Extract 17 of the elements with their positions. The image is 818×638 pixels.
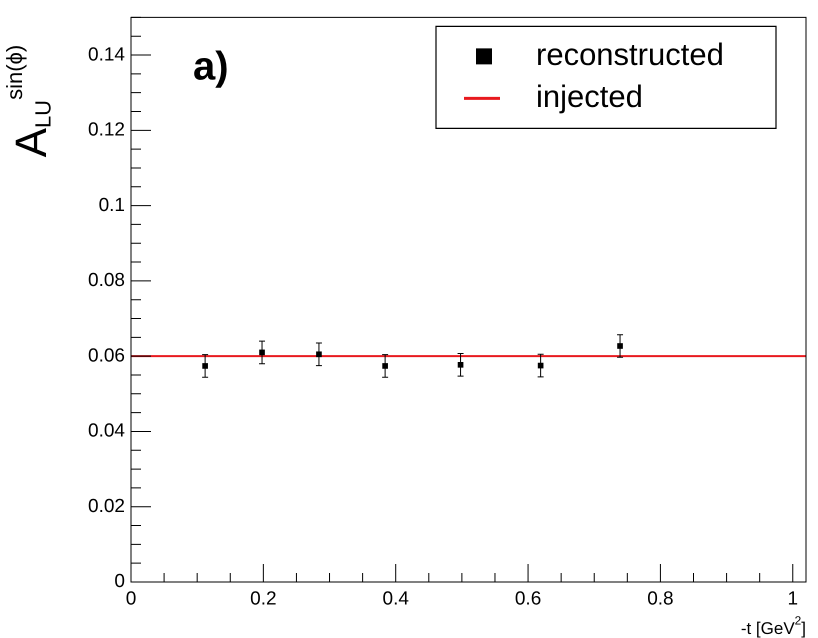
legend-label: reconstructed xyxy=(536,36,724,72)
x-tick-label: 0.8 xyxy=(647,588,674,610)
y-tick-label: 0.04 xyxy=(88,420,126,442)
x-tick-label: 1 xyxy=(787,588,798,610)
y-tick-label: 0.06 xyxy=(88,345,125,366)
y-tick-label: 0.12 xyxy=(88,120,125,141)
y-axis-title: ALUsin(ϕ) xyxy=(2,44,56,158)
x-tick-label: 0.6 xyxy=(514,588,542,610)
y-tick-label: 0 xyxy=(114,571,125,592)
y-tick-label: 0.1 xyxy=(98,194,125,216)
annotation: a) xyxy=(193,44,229,88)
y-tick-label: 0.14 xyxy=(88,44,126,66)
x-tick-label: 0.2 xyxy=(250,588,277,610)
y-tick-label: 0.02 xyxy=(88,496,125,517)
legend-label: injected xyxy=(536,78,643,114)
y-tick-label: 0.08 xyxy=(88,270,125,292)
x-tick-label: 0.4 xyxy=(382,588,410,610)
